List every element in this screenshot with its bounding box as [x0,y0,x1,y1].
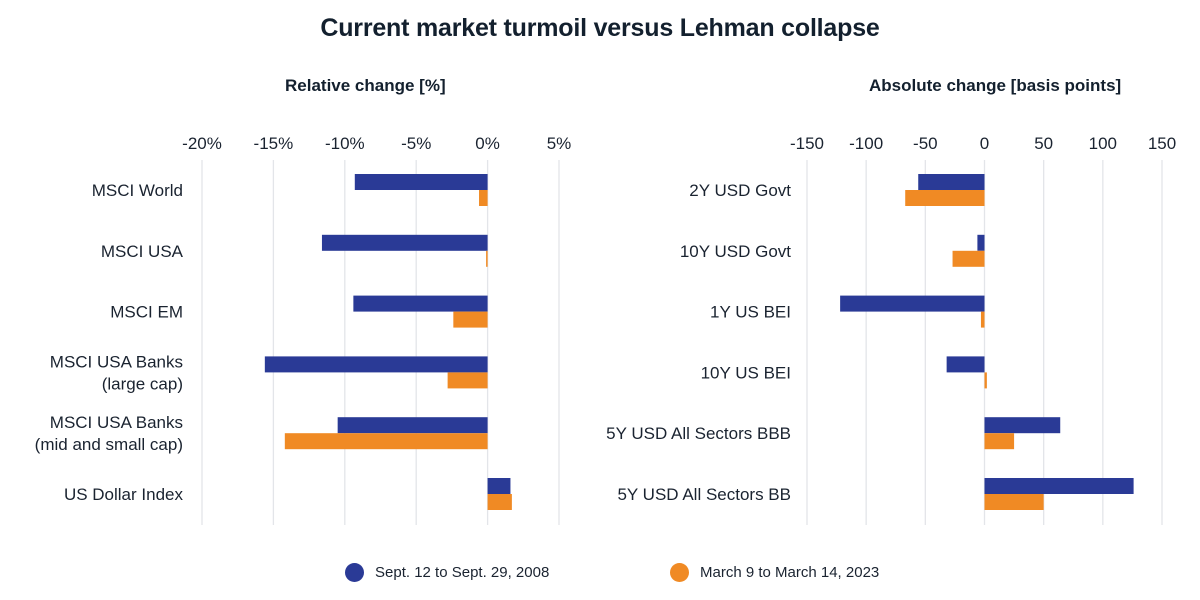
category-label: 10Y USD Govt [680,242,791,261]
legend-label-2023: March 9 to March 14, 2023 [700,564,880,581]
bar-2008[interactable] [354,174,488,190]
x-tick-label: -5% [401,134,431,153]
chart-title: Current market turmoil versus Lehman col… [320,14,880,42]
bar-2008[interactable] [946,356,985,373]
bar-2023[interactable] [984,372,987,389]
bar-2008[interactable] [840,295,985,312]
bar-2008[interactable] [918,174,985,190]
legend: Sept. 12 to Sept. 29, 2008 March 9 to Ma… [0,563,1200,589]
x-tick-label: -150 [790,134,824,153]
bar-2023[interactable] [487,494,512,510]
category-label: 5Y USD All Sectors BB [617,485,791,504]
bar-2008[interactable] [264,356,488,373]
absolute-change-panel: -150 -100 -50 0 50 100 150 2Y USD Govt 10Y USD G… [606,134,1176,525]
bar-2023[interactable] [479,190,488,206]
x-tick-label: -15% [254,134,294,153]
bar-2023[interactable] [905,190,985,206]
category-label: 2Y USD Govt [689,181,791,200]
legend-item-2008[interactable]: Sept. 12 to Sept. 29, 2008 [345,563,549,582]
relative-change-panel: -20% -15% -10% -5% 0% 5% MSCI World MSCI USA MSC… [35,134,572,525]
bar-2008[interactable] [984,417,1061,434]
x-tick-label: 0% [475,134,500,153]
category-label: MSCI World [92,181,183,200]
category-label: MSCI EM [110,303,183,322]
left-panel-subtitle: Relative change [%] [285,76,446,95]
bar-2023[interactable] [284,433,488,450]
x-tick-label: 50 [1034,134,1053,153]
category-label: MSCI USA Banks (large cap) [50,352,183,393]
legend-item-2023[interactable]: March 9 to March 14, 2023 [670,563,879,582]
bar-2008[interactable] [487,478,511,494]
bar-2023[interactable] [952,250,985,267]
bar-2008[interactable] [321,234,488,251]
x-tick-label: -20% [182,134,222,153]
bar-2008[interactable] [984,478,1134,494]
right-panel-subtitle: Absolute change [basis points] [869,76,1122,95]
category-label: US Dollar Index [64,485,184,504]
x-tick-label: -100 [849,134,883,153]
x-tick-label: 150 [1148,134,1176,153]
category-label: 10Y US BEI [701,363,791,382]
x-tick-label: -50 [913,134,938,153]
bar-2008[interactable] [977,234,985,251]
category-label: 5Y USD All Sectors BBB [606,424,791,443]
bar-2023[interactable] [453,311,488,328]
x-tick-label: 100 [1089,134,1117,153]
x-tick-label: 5% [547,134,572,153]
category-label: MSCI USA Banks (mid and small cap) [35,413,183,454]
bar-2023[interactable] [447,372,488,389]
bar-2008[interactable] [337,417,488,434]
bar-2023[interactable] [980,311,985,328]
legend-label-2008: Sept. 12 to Sept. 29, 2008 [375,564,550,581]
circle-marker-icon [345,563,364,582]
x-tick-label: -10% [325,134,365,153]
bar-2008[interactable] [353,295,488,312]
bar-2023[interactable] [984,433,1015,450]
circle-marker-icon [670,563,689,582]
bar-2023[interactable] [486,250,488,267]
bar-2023[interactable] [984,494,1044,510]
x-tick-label: 0 [980,134,989,153]
category-label: MSCI USA [101,242,184,261]
category-label: 1Y US BEI [710,303,791,322]
